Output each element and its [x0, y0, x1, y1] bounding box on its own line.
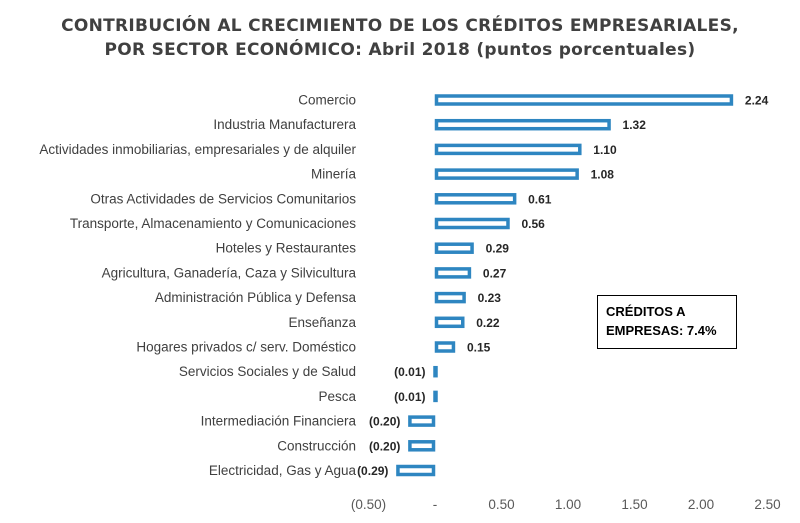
bar: [434, 291, 466, 304]
category-label: Otras Actividades de Servicios Comunitar…: [90, 191, 356, 206]
callout-line1: CRÉDITOS A: [606, 304, 686, 319]
bar: [434, 242, 474, 254]
x-tick-label: 1.00: [555, 497, 581, 512]
bar: [434, 143, 582, 156]
callout-line2: EMPRESAS: 7.4%: [606, 323, 717, 338]
value-label: 0.23: [478, 291, 502, 305]
category-label: Administración Pública y Defensa: [155, 290, 357, 305]
x-tick-label: 1.50: [621, 497, 647, 512]
category-label: Industria Manufacturera: [213, 117, 356, 132]
category-label: Actividades inmobiliarias, empresariales…: [39, 142, 356, 157]
category-label: Hogares privados c/ serv. Doméstico: [136, 340, 356, 355]
x-tick-label: (0.50): [351, 497, 386, 512]
bar: [434, 267, 472, 279]
x-tick-label: -: [433, 497, 438, 512]
value-label: (0.01): [394, 390, 425, 404]
chart-title-line2: POR SECTOR ECONÓMICO: Abril 2018 (puntos…: [104, 40, 696, 60]
bar: [434, 217, 510, 230]
category-label: Construcción: [277, 438, 356, 453]
category-label: Comercio: [298, 93, 356, 108]
bar: [433, 365, 438, 378]
value-label: 1.32: [623, 118, 647, 132]
bar: [434, 94, 734, 106]
value-label: 2.24: [745, 94, 769, 108]
value-label: 1.08: [591, 168, 615, 182]
value-label: (0.01): [394, 365, 425, 379]
bar: [408, 440, 436, 452]
bar: [434, 193, 517, 205]
value-label: 0.27: [483, 266, 507, 280]
category-label: Minería: [311, 167, 357, 182]
category-label: Enseñanza: [288, 315, 356, 330]
category-label: Pesca: [318, 389, 356, 404]
bar: [434, 118, 611, 131]
category-label: Hoteles y Restaurantes: [216, 241, 357, 256]
bar: [434, 341, 456, 353]
bar: [434, 316, 465, 329]
value-label: (0.20): [369, 439, 400, 453]
value-label: 0.15: [467, 341, 491, 355]
value-label: 0.61: [528, 192, 552, 206]
bar: [434, 168, 579, 180]
value-label: 1.10: [593, 143, 617, 157]
bar: [433, 390, 438, 403]
value-label: 0.29: [486, 242, 510, 256]
x-tick-label: 2.50: [754, 497, 780, 512]
value-label: 0.22: [476, 316, 500, 330]
callout-box: CRÉDITOS A EMPRESAS: 7.4%: [597, 295, 737, 349]
category-label: Electricidad, Gas y Agua: [209, 463, 357, 478]
x-tick-label: 2.00: [688, 497, 714, 512]
category-label: Servicios Sociales y de Salud: [179, 364, 356, 379]
chart-title: CONTRIBUCIÓN AL CRECIMIENTO DE LOS CRÉDI…: [0, 14, 800, 62]
chart-title-line1: CONTRIBUCIÓN AL CRECIMIENTO DE LOS CRÉDI…: [61, 16, 739, 36]
value-label: (0.20): [369, 415, 400, 429]
bar: [408, 415, 436, 427]
value-label: (0.29): [357, 464, 388, 478]
bar: [396, 464, 436, 477]
category-label: Transporte, Almacenamiento y Comunicacio…: [70, 216, 356, 231]
value-label: 0.56: [521, 217, 545, 231]
category-label: Intermediación Financiera: [201, 414, 357, 429]
category-label: Agricultura, Ganadería, Caza y Silvicult…: [102, 265, 357, 280]
x-tick-label: 0.50: [488, 497, 514, 512]
